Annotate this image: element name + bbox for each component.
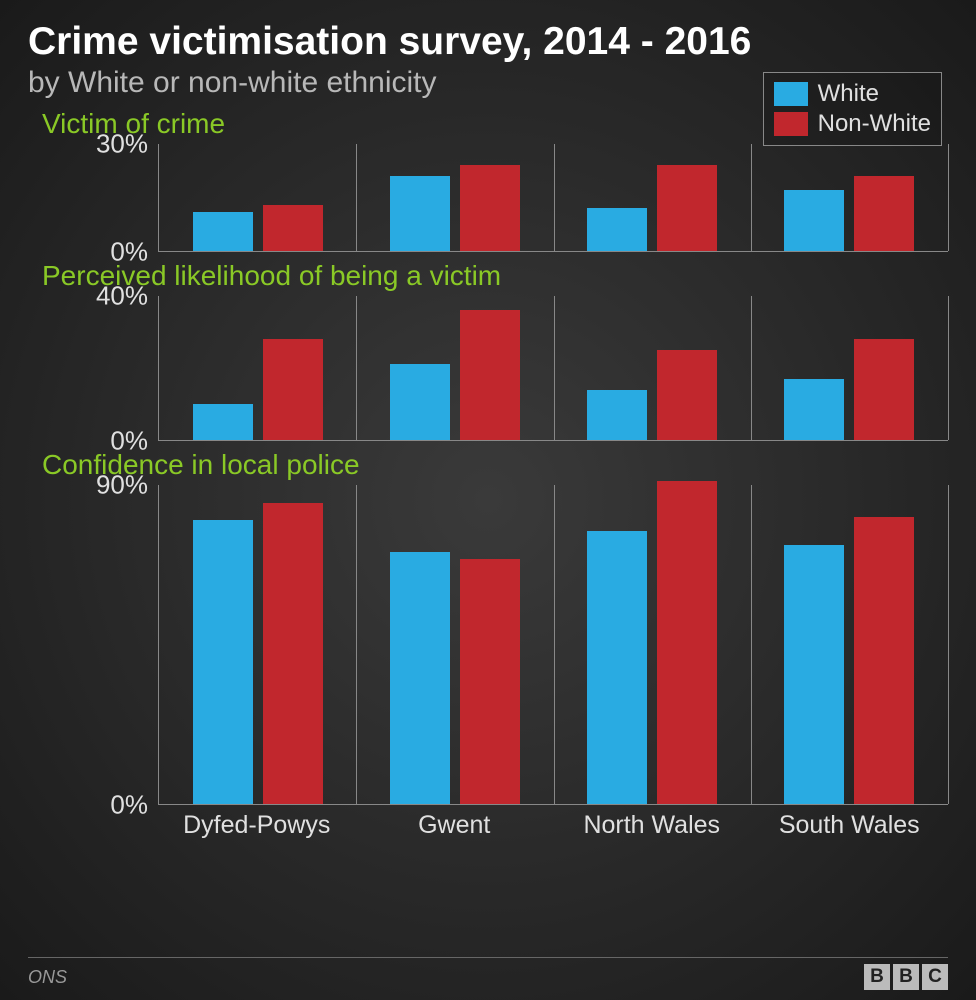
bar-group bbox=[554, 485, 751, 804]
bars bbox=[751, 296, 948, 440]
chart-area: 30%0% bbox=[158, 144, 948, 252]
y-axis-bottom-label: 0% bbox=[110, 790, 158, 821]
y-axis-bottom-label: 0% bbox=[110, 237, 158, 268]
bars bbox=[159, 296, 356, 440]
bar-nonwhite bbox=[460, 559, 520, 804]
bars bbox=[356, 485, 553, 804]
y-axis-bottom-label: 0% bbox=[110, 426, 158, 457]
bar-group bbox=[751, 485, 948, 804]
bar-white bbox=[784, 190, 844, 251]
gridline bbox=[948, 144, 949, 251]
legend-item: White bbox=[774, 79, 931, 109]
bbc-logo-box: C bbox=[922, 964, 948, 990]
bar-white bbox=[390, 364, 450, 440]
bars bbox=[751, 144, 948, 251]
bar-group bbox=[554, 296, 751, 440]
y-axis-top-label: 40% bbox=[96, 281, 158, 312]
legend-label: White bbox=[818, 80, 879, 108]
bar-group bbox=[159, 485, 356, 804]
bbc-logo-box: B bbox=[893, 964, 919, 990]
bbc-logo-box: B bbox=[864, 964, 890, 990]
plot-area bbox=[158, 485, 948, 805]
bar-group bbox=[356, 296, 553, 440]
bar-white bbox=[587, 208, 647, 251]
bar-white bbox=[587, 390, 647, 440]
x-axis-label: Gwent bbox=[356, 811, 554, 840]
x-axis: Dyfed-PowysGwentNorth WalesSouth Wales bbox=[158, 811, 948, 840]
bar-white bbox=[784, 379, 844, 440]
y-axis-top-label: 30% bbox=[96, 129, 158, 160]
chart-panel: Perceived likelihood of being a victim40… bbox=[28, 260, 948, 441]
bars bbox=[554, 485, 751, 804]
bar-white bbox=[193, 212, 253, 251]
bar-white bbox=[390, 176, 450, 251]
legend-item: Non-White bbox=[774, 109, 931, 139]
panels-wrapper: Victim of crime30%0%Perceived likelihood… bbox=[28, 108, 948, 805]
chart-area: 40%0% bbox=[158, 296, 948, 441]
panel-title: Perceived likelihood of being a victim bbox=[42, 260, 948, 292]
bar-nonwhite bbox=[657, 165, 717, 251]
bar-nonwhite bbox=[460, 165, 520, 251]
bar-nonwhite bbox=[854, 339, 914, 440]
legend-swatch bbox=[774, 112, 808, 136]
bars bbox=[554, 144, 751, 251]
bar-white bbox=[193, 520, 253, 804]
bars bbox=[356, 296, 553, 440]
x-axis-label: North Wales bbox=[553, 811, 751, 840]
legend-swatch bbox=[774, 82, 808, 106]
bar-nonwhite bbox=[460, 310, 520, 440]
bar-nonwhite bbox=[854, 517, 914, 804]
y-axis-top-label: 90% bbox=[96, 470, 158, 501]
bbc-logo: BBC bbox=[864, 964, 948, 990]
plot-area bbox=[158, 144, 948, 252]
footer: ONS BBC bbox=[28, 957, 948, 990]
bar-group bbox=[356, 485, 553, 804]
x-axis-label: Dyfed-Powys bbox=[158, 811, 356, 840]
bar-nonwhite bbox=[854, 176, 914, 251]
bar-white bbox=[587, 531, 647, 804]
bars bbox=[751, 485, 948, 804]
bar-group bbox=[159, 296, 356, 440]
panel-title: Confidence in local police bbox=[42, 449, 948, 481]
chart-area: 90%0% bbox=[158, 485, 948, 805]
bar-group bbox=[554, 144, 751, 251]
bar-group bbox=[356, 144, 553, 251]
bar-nonwhite bbox=[657, 481, 717, 804]
bar-white bbox=[193, 404, 253, 440]
gridline bbox=[948, 485, 949, 804]
bar-group bbox=[159, 144, 356, 251]
bar-group bbox=[751, 296, 948, 440]
bar-nonwhite bbox=[263, 339, 323, 440]
chart-panel: Confidence in local police 90%0% bbox=[28, 449, 948, 805]
chart-container: Crime victimisation survey, 2014 - 2016 … bbox=[0, 0, 976, 1000]
bar-nonwhite bbox=[263, 205, 323, 251]
gridline bbox=[948, 296, 949, 440]
bars bbox=[554, 296, 751, 440]
bars bbox=[159, 485, 356, 804]
bar-white bbox=[390, 552, 450, 804]
bar-nonwhite bbox=[657, 350, 717, 440]
source-label: ONS bbox=[28, 967, 67, 988]
bar-group bbox=[751, 144, 948, 251]
legend: WhiteNon-White bbox=[763, 72, 942, 146]
bars bbox=[356, 144, 553, 251]
bars bbox=[159, 144, 356, 251]
chart-title: Crime victimisation survey, 2014 - 2016 bbox=[28, 20, 948, 64]
x-axis-label: South Wales bbox=[751, 811, 949, 840]
legend-label: Non-White bbox=[818, 110, 931, 138]
bar-nonwhite bbox=[263, 503, 323, 804]
plot-area bbox=[158, 296, 948, 441]
bar-white bbox=[784, 545, 844, 804]
